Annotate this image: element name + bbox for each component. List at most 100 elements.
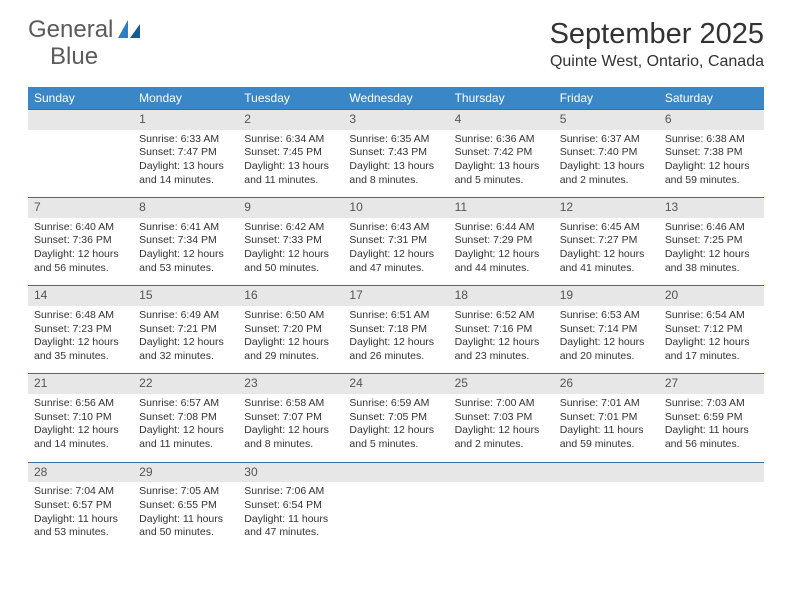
daylight-text: Daylight: 12 hours and 20 minutes. [560,336,653,363]
sunrise-text: Sunrise: 6:56 AM [34,397,127,411]
sunset-text: Sunset: 6:55 PM [139,499,232,513]
daylight-text: Daylight: 12 hours and 5 minutes. [349,424,442,451]
sunset-text: Sunset: 7:29 PM [455,234,548,248]
sunrise-text: Sunrise: 6:38 AM [665,133,758,147]
sunset-text: Sunset: 7:42 PM [455,146,548,160]
sunrise-text: Sunrise: 6:36 AM [455,133,548,147]
calendar-body: 1Sunrise: 6:33 AMSunset: 7:47 PMDaylight… [28,110,764,550]
sunrise-text: Sunrise: 6:48 AM [34,309,127,323]
day-number: 2 [238,110,343,130]
sunset-text: Sunset: 7:43 PM [349,146,442,160]
daylight-text: Daylight: 12 hours and 14 minutes. [34,424,127,451]
day-body: Sunrise: 6:56 AMSunset: 7:10 PMDaylight:… [28,394,133,462]
daylight-text: Daylight: 12 hours and 50 minutes. [244,248,337,275]
day-body: Sunrise: 6:41 AMSunset: 7:34 PMDaylight:… [133,218,238,286]
calendar-cell: 26Sunrise: 7:01 AMSunset: 7:01 PMDayligh… [554,374,659,462]
day-number [449,463,554,483]
day-number: 27 [659,374,764,394]
daylight-text: Daylight: 11 hours and 50 minutes. [139,513,232,540]
day-body: Sunrise: 6:42 AMSunset: 7:33 PMDaylight:… [238,218,343,286]
day-body: Sunrise: 7:00 AMSunset: 7:03 PMDaylight:… [449,394,554,462]
sunrise-text: Sunrise: 6:51 AM [349,309,442,323]
sunrise-text: Sunrise: 7:01 AM [560,397,653,411]
calendar-cell: 8Sunrise: 6:41 AMSunset: 7:34 PMDaylight… [133,198,238,286]
day-number: 30 [238,463,343,483]
sunset-text: Sunset: 7:27 PM [560,234,653,248]
calendar-cell [449,462,554,550]
calendar-cell: 13Sunrise: 6:46 AMSunset: 7:25 PMDayligh… [659,198,764,286]
day-number: 6 [659,110,764,130]
sunrise-text: Sunrise: 6:45 AM [560,221,653,235]
day-body: Sunrise: 6:49 AMSunset: 7:21 PMDaylight:… [133,306,238,374]
day-body: Sunrise: 7:03 AMSunset: 6:59 PMDaylight:… [659,394,764,462]
sunset-text: Sunset: 7:25 PM [665,234,758,248]
sunrise-text: Sunrise: 6:58 AM [244,397,337,411]
sunset-text: Sunset: 6:57 PM [34,499,127,513]
sunrise-text: Sunrise: 7:03 AM [665,397,758,411]
day-body: Sunrise: 6:54 AMSunset: 7:12 PMDaylight:… [659,306,764,374]
day-number [343,463,448,483]
calendar-cell: 25Sunrise: 7:00 AMSunset: 7:03 PMDayligh… [449,374,554,462]
day-body: Sunrise: 6:52 AMSunset: 7:16 PMDaylight:… [449,306,554,374]
daylight-text: Daylight: 12 hours and 53 minutes. [139,248,232,275]
sunset-text: Sunset: 7:33 PM [244,234,337,248]
day-number: 23 [238,374,343,394]
day-number: 5 [554,110,659,130]
daylight-text: Daylight: 12 hours and 32 minutes. [139,336,232,363]
day-body: Sunrise: 7:06 AMSunset: 6:54 PMDaylight:… [238,482,343,550]
calendar-cell [28,110,133,198]
day-number: 9 [238,198,343,218]
daylight-text: Daylight: 12 hours and 38 minutes. [665,248,758,275]
day-number: 19 [554,286,659,306]
sunrise-text: Sunrise: 6:37 AM [560,133,653,147]
sunrise-text: Sunrise: 6:41 AM [139,221,232,235]
daylight-text: Daylight: 12 hours and 35 minutes. [34,336,127,363]
daylight-text: Daylight: 13 hours and 14 minutes. [139,160,232,187]
sunrise-text: Sunrise: 6:35 AM [349,133,442,147]
day-number: 29 [133,463,238,483]
day-number: 26 [554,374,659,394]
dow-wednesday: Wednesday [343,87,448,110]
sunset-text: Sunset: 7:14 PM [560,323,653,337]
day-body: Sunrise: 6:53 AMSunset: 7:14 PMDaylight:… [554,306,659,374]
sunrise-text: Sunrise: 7:04 AM [34,485,127,499]
dow-sunday: Sunday [28,87,133,110]
sunset-text: Sunset: 7:47 PM [139,146,232,160]
calendar-week: 1Sunrise: 6:33 AMSunset: 7:47 PMDaylight… [28,110,764,198]
calendar-cell: 24Sunrise: 6:59 AMSunset: 7:05 PMDayligh… [343,374,448,462]
calendar-header-row: Sunday Monday Tuesday Wednesday Thursday… [28,87,764,110]
dow-friday: Friday [554,87,659,110]
day-number: 4 [449,110,554,130]
daylight-text: Daylight: 12 hours and 47 minutes. [349,248,442,275]
sunset-text: Sunset: 7:45 PM [244,146,337,160]
sunset-text: Sunset: 7:34 PM [139,234,232,248]
calendar-cell: 29 Sunrise: 7:05 AMSunset: 6:55 PMDayligh… [133,462,238,550]
day-body: Sunrise: 6:45 AMSunset: 7:27 PMDaylight:… [554,218,659,286]
daylight-text: Daylight: 12 hours and 41 minutes. [560,248,653,275]
day-body: Sunrise: 6:58 AMSunset: 7:07 PMDaylight:… [238,394,343,462]
sunrise-text: Sunrise: 6:53 AM [560,309,653,323]
sunrise-text: Sunrise: 7:05 AM [139,485,232,499]
sunset-text: Sunset: 7:03 PM [455,411,548,425]
calendar-week: 21Sunrise: 6:56 AMSunset: 7:10 PMDayligh… [28,374,764,462]
logo-word2: Blue [50,43,98,70]
day-number: 17 [343,286,448,306]
title-block: September 2025 Quinte West, Ontario, Can… [550,18,764,71]
sunrise-text: Sunrise: 6:40 AM [34,221,127,235]
day-number [28,110,133,130]
day-body: Sunrise: 6:33 AMSunset: 7:47 PMDaylight:… [133,130,238,198]
calendar-cell: 21Sunrise: 6:56 AMSunset: 7:10 PMDayligh… [28,374,133,462]
day-number: 18 [449,286,554,306]
calendar-cell: 6Sunrise: 6:38 AMSunset: 7:38 PMDaylight… [659,110,764,198]
sunset-text: Sunset: 6:59 PM [665,411,758,425]
sunset-text: Sunset: 7:40 PM [560,146,653,160]
calendar-week: 14Sunrise: 6:48 AMSunset: 7:23 PMDayligh… [28,286,764,374]
sunset-text: Sunset: 7:16 PM [455,323,548,337]
day-number: 28 [28,463,133,483]
day-body: Sunrise: 6:50 AMSunset: 7:20 PMDaylight:… [238,306,343,374]
calendar-cell: 18Sunrise: 6:52 AMSunset: 7:16 PMDayligh… [449,286,554,374]
day-number: 3 [343,110,448,130]
day-body: Sunrise: 6:38 AMSunset: 7:38 PMDaylight:… [659,130,764,198]
day-number: 25 [449,374,554,394]
calendar-cell: 1Sunrise: 6:33 AMSunset: 7:47 PMDaylight… [133,110,238,198]
